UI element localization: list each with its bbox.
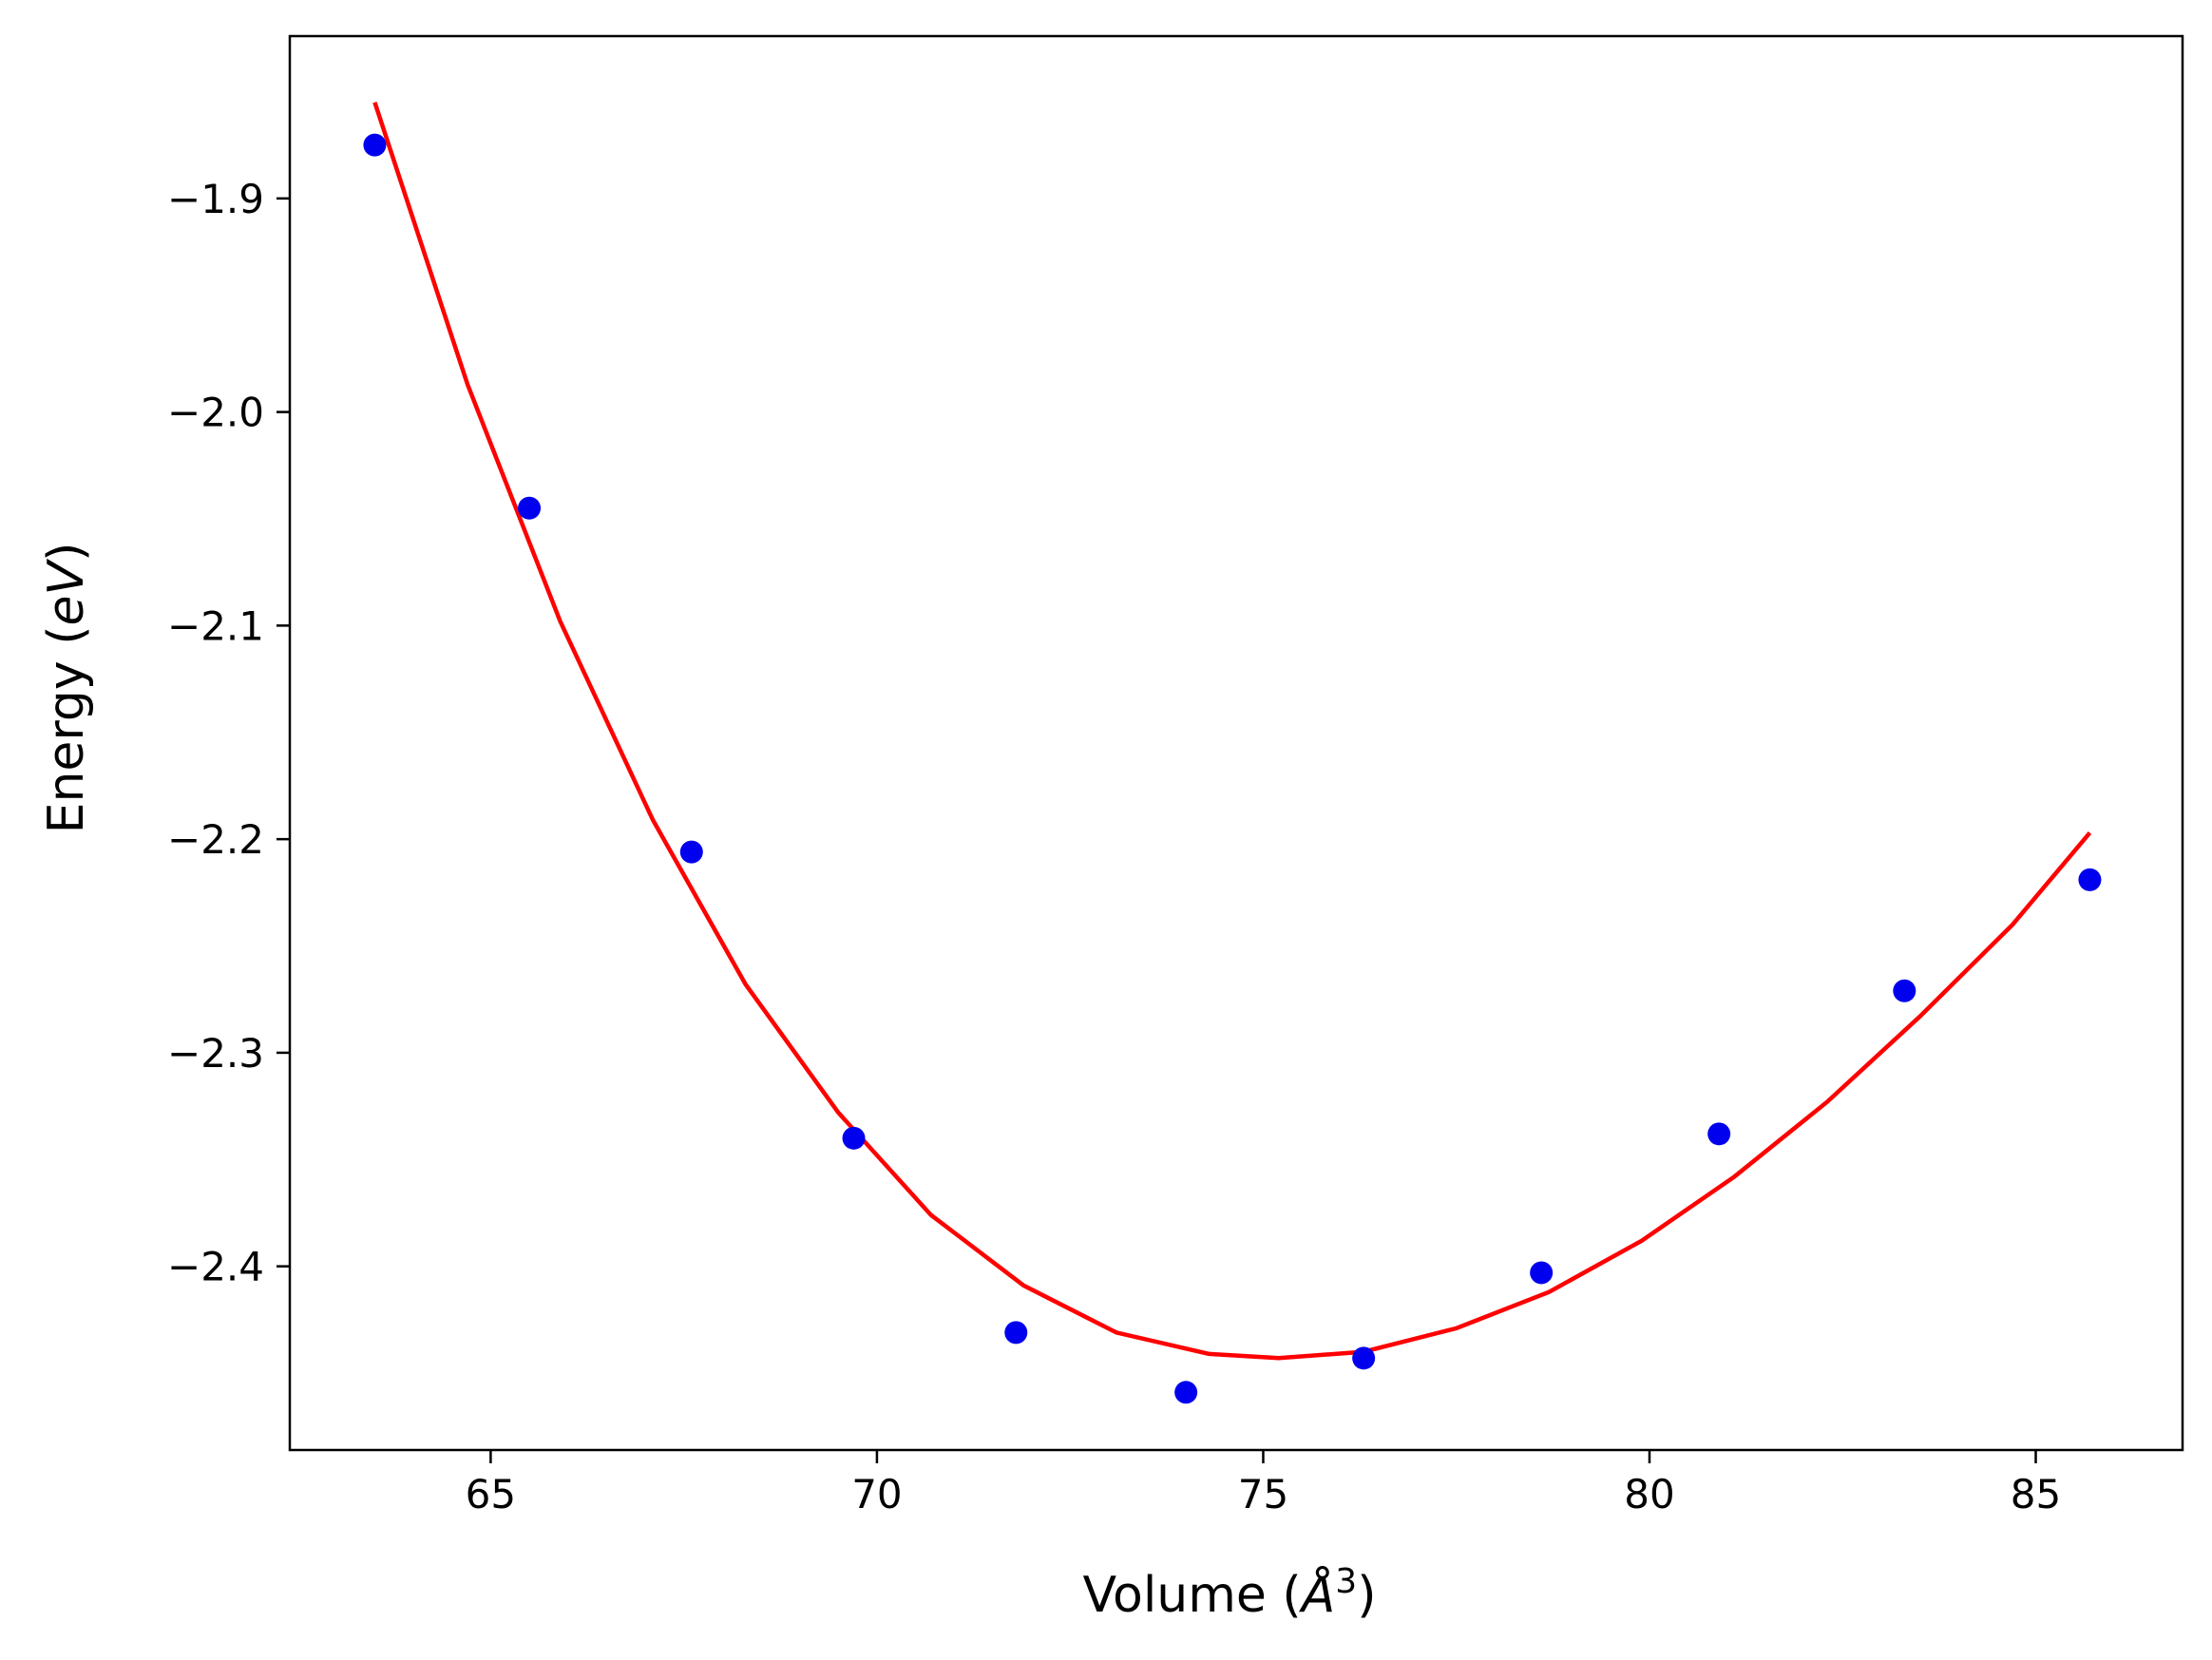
y-axis-ticks: −1.9 −2.0 −2.1 −2.2 −2.3 −2.4 bbox=[167, 176, 290, 1290]
x-tick-label: 65 bbox=[466, 1471, 516, 1517]
data-point bbox=[1530, 1261, 1554, 1285]
data-point bbox=[2078, 868, 2102, 891]
data-point bbox=[842, 1126, 866, 1150]
x-axis-ticks: 65 70 75 80 85 bbox=[466, 1450, 2061, 1517]
data-point bbox=[1893, 979, 1916, 1002]
y-tick-label: −2.4 bbox=[167, 1244, 264, 1290]
data-point bbox=[1174, 1381, 1198, 1404]
x-tick-label: 85 bbox=[2011, 1471, 2061, 1517]
plot-marks bbox=[363, 101, 2102, 1404]
data-point bbox=[1352, 1346, 1376, 1370]
data-point bbox=[1707, 1122, 1731, 1146]
axes-frame bbox=[288, 34, 2184, 1452]
data-point bbox=[363, 133, 387, 157]
y-tick-label: −2.3 bbox=[167, 1030, 264, 1077]
y-tick-label: −2.2 bbox=[167, 816, 264, 863]
x-axis-label: Volume (Å3) bbox=[1083, 1562, 1377, 1624]
y-axis-label: Energy (eV) bbox=[38, 543, 95, 834]
data-point bbox=[518, 496, 542, 520]
x-tick-label: 80 bbox=[1624, 1471, 1674, 1517]
y-tick-label: −2.0 bbox=[167, 390, 264, 436]
data-point bbox=[679, 840, 703, 864]
y-tick-label: −2.1 bbox=[167, 602, 264, 649]
fit-curve-line bbox=[372, 101, 2092, 1361]
data-point bbox=[1004, 1321, 1028, 1345]
x-tick-label: 70 bbox=[851, 1471, 902, 1517]
y-tick-label: −1.9 bbox=[167, 176, 264, 222]
x-tick-label: 75 bbox=[1238, 1471, 1288, 1517]
